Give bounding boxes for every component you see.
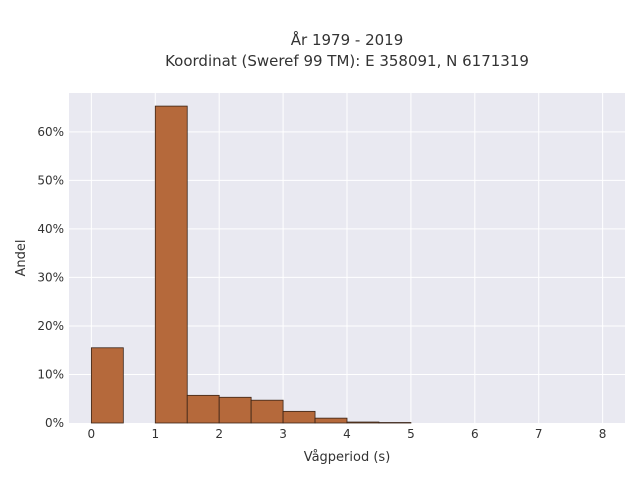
x-tick-label: 0: [88, 427, 96, 441]
y-tick-label: 10%: [37, 367, 64, 381]
x-tick-label: 3: [279, 427, 287, 441]
y-tick-label: 60%: [37, 125, 64, 139]
x-tick-label: 6: [471, 427, 479, 441]
y-tick-label: 0%: [45, 416, 64, 430]
bar-4: [218, 396, 252, 424]
y-axis-label: Andel: [14, 240, 29, 277]
x-tick-label: 7: [535, 427, 543, 441]
y-axis-ticks: 0% 10% 20% 30% 40% 50% 60%: [37, 125, 64, 430]
bar-6: [282, 410, 316, 424]
bar-8: [346, 421, 380, 424]
bar-3: [186, 394, 220, 424]
y-tick-label: 50%: [37, 173, 64, 187]
x-axis-ticks: 0 1 2 3 4 5 6 7 8: [88, 427, 607, 441]
bar-0: [90, 347, 124, 424]
x-tick-label: 5: [407, 427, 415, 441]
bar-9: [378, 422, 412, 424]
bar-2: [154, 105, 188, 424]
x-tick-label: 8: [599, 427, 607, 441]
x-axis-label: Vågperiod (s): [304, 450, 391, 465]
chart-title: År 1979 - 2019: [291, 30, 404, 49]
chart-subtitle: Koordinat (Sweref 99 TM): E 358091, N 61…: [165, 52, 529, 70]
bar-5: [250, 399, 284, 424]
y-tick-label: 30%: [37, 270, 64, 284]
x-tick-label: 1: [151, 427, 159, 441]
bar-7: [314, 417, 348, 424]
y-tick-label: 20%: [37, 319, 64, 333]
bars: [90, 105, 412, 424]
x-tick-label: 4: [343, 427, 351, 441]
y-tick-label: 40%: [37, 222, 64, 236]
x-tick-label: 2: [215, 427, 223, 441]
